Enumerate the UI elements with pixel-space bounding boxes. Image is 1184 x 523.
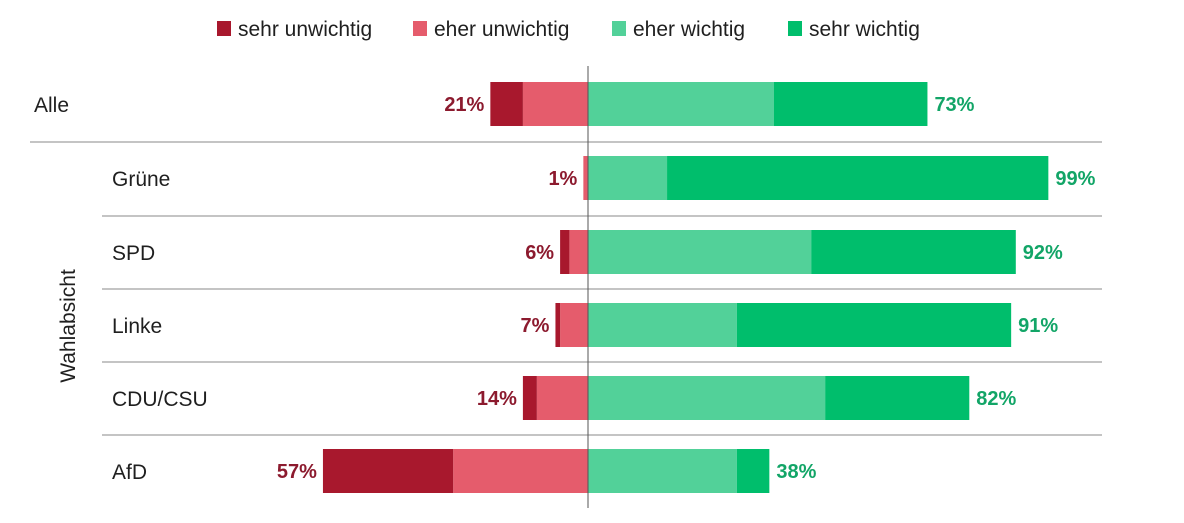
legend-swatch-4	[788, 21, 802, 36]
bar-afd-sehr-wichtig	[736, 449, 770, 493]
bar-linke-eher-wichtig	[588, 303, 737, 347]
bar-afd-eher-wichtig	[588, 449, 737, 493]
row-label-linke: Linke	[112, 315, 162, 338]
pos-total-label-afd: 38%	[776, 461, 816, 483]
neg-total-label-alle: 21%	[444, 94, 484, 116]
bar-alle-eher-unwichtig	[522, 82, 588, 126]
bar-gr-ne-eher-wichtig	[588, 156, 668, 200]
row-label-gr-ne: Grüne	[112, 168, 170, 191]
bar-alle-sehr-wichtig	[774, 82, 928, 126]
bar-cdu-csu-eher-unwichtig	[536, 376, 588, 420]
group-label-wahlabsicht: Wahlabsicht	[57, 269, 80, 383]
legend-label-3: eher wichtig	[633, 18, 745, 41]
legend-swatch-1	[217, 21, 231, 36]
bar-alle-eher-wichtig	[588, 82, 774, 126]
bar-alle-sehr-unwichtig	[490, 82, 523, 126]
pos-total-label-spd: 92%	[1023, 242, 1063, 264]
legend-swatch-2	[413, 21, 427, 36]
legend-label-4: sehr wichtig	[809, 18, 920, 41]
neg-total-label-spd: 6%	[525, 242, 554, 264]
legend-label-2: eher unwichtig	[434, 18, 569, 41]
row-label-alle: Alle	[34, 94, 69, 117]
legend-label-1: sehr unwichtig	[238, 18, 372, 41]
bar-spd-sehr-unwichtig	[560, 230, 570, 274]
neg-total-label-linke: 7%	[521, 315, 550, 337]
legend-swatch-3	[612, 21, 626, 36]
bar-gr-ne-sehr-wichtig	[667, 156, 1049, 200]
row-label-afd: AfD	[112, 461, 147, 484]
neg-total-label-afd: 57%	[277, 461, 317, 483]
bar-spd-eher-unwichtig	[569, 230, 588, 274]
bar-spd-eher-wichtig	[588, 230, 812, 274]
bar-spd-sehr-wichtig	[811, 230, 1016, 274]
bar-linke-eher-unwichtig	[560, 303, 588, 347]
bar-linke-sehr-wichtig	[736, 303, 1012, 347]
pos-total-label-alle: 73%	[934, 94, 974, 116]
neg-total-label-gr-ne: 1%	[548, 168, 577, 190]
bar-afd-sehr-unwichtig	[322, 449, 454, 493]
pos-total-label-gr-ne: 99%	[1055, 168, 1095, 190]
bar-linke-sehr-unwichtig	[555, 303, 561, 347]
bar-cdu-csu-sehr-unwichtig	[522, 376, 537, 420]
pos-total-label-cdu-csu: 82%	[976, 388, 1016, 410]
row-label-cdu-csu: CDU/CSU	[112, 388, 208, 411]
bar-gr-ne-eher-unwichtig	[583, 156, 588, 200]
neg-total-label-cdu-csu: 14%	[477, 388, 517, 410]
row-label-spd: SPD	[112, 242, 155, 265]
bar-cdu-csu-sehr-wichtig	[825, 376, 970, 420]
pos-total-label-linke: 91%	[1018, 315, 1058, 337]
bar-cdu-csu-eher-wichtig	[588, 376, 826, 420]
bar-afd-eher-unwichtig	[453, 449, 588, 493]
